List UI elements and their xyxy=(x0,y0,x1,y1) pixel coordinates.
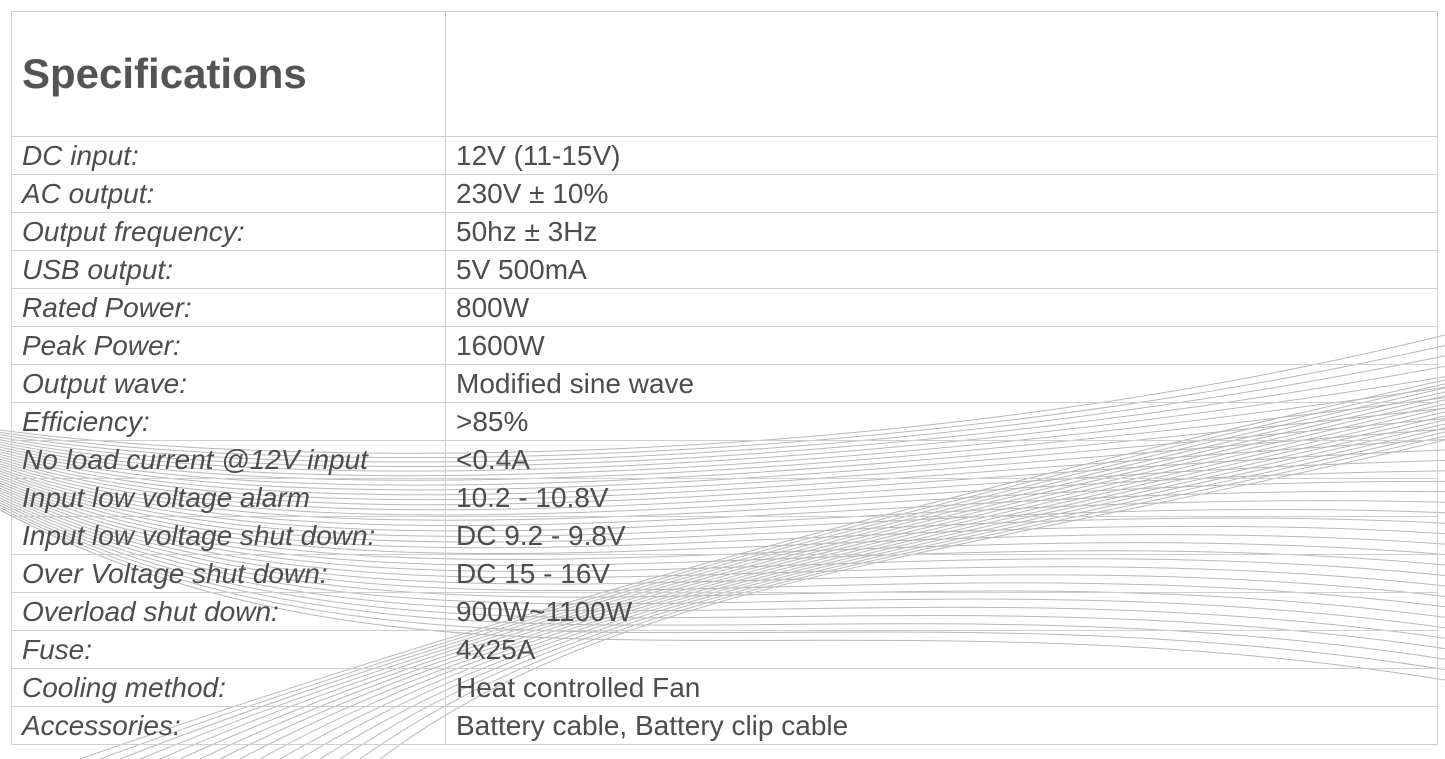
spec-label: Overload shut down: xyxy=(11,592,446,631)
spec-value: Modified sine wave xyxy=(445,364,1438,403)
spec-label: Accessories: xyxy=(11,706,446,745)
table-row: Cooling method: Heat controlled Fan xyxy=(11,668,1438,707)
spec-value: 5V 500mA xyxy=(445,250,1438,289)
spec-label: Cooling method: xyxy=(11,668,446,707)
spec-label: Input low voltage alarm xyxy=(11,478,446,517)
spec-value: 12V (11-15V) xyxy=(445,136,1438,175)
table-row: USB output: 5V 500mA xyxy=(11,250,1438,289)
spec-label: No load current @12V input xyxy=(11,440,446,479)
table-row: Efficiency: >85% xyxy=(11,402,1438,441)
page-title: Specifications xyxy=(22,50,307,97)
spec-label: Output frequency: xyxy=(11,212,446,251)
spec-label: Rated Power: xyxy=(11,288,446,327)
empty-header-cell xyxy=(445,11,1438,137)
spec-value: 800W xyxy=(445,288,1438,327)
table-row: Input low voltage alarm 10.2 - 10.8V xyxy=(11,478,1438,517)
spec-label: Peak Power: xyxy=(11,326,446,365)
spec-label: Input low voltage shut down: xyxy=(11,516,446,555)
spec-label: Over Voltage shut down: xyxy=(11,554,446,593)
table-row: Peak Power: 1600W xyxy=(11,326,1438,365)
specifications-table: Specifications DC input: 12V (11-15V) AC … xyxy=(11,11,1438,745)
table-row: Fuse: 4x25A xyxy=(11,630,1438,669)
table-row: DC input: 12V (11-15V) xyxy=(11,136,1438,175)
spec-value: Battery cable, Battery clip cable xyxy=(445,706,1438,745)
spec-label: Efficiency: xyxy=(11,402,446,441)
table-row: Over Voltage shut down: DC 15 - 16V xyxy=(11,554,1438,593)
table-row: Overload shut down: 900W~1100W xyxy=(11,592,1438,631)
spec-value: 230V ± 10% xyxy=(445,174,1438,213)
spec-value: Heat controlled Fan xyxy=(445,668,1438,707)
spec-label: DC input: xyxy=(11,136,446,175)
spec-value: DC 9.2 - 9.8V xyxy=(445,516,1438,555)
table-row: AC output: 230V ± 10% xyxy=(11,174,1438,213)
spec-value: 4x25A xyxy=(445,630,1438,669)
table-header-row: Specifications xyxy=(11,11,1438,137)
spec-value: DC 15 - 16V xyxy=(445,554,1438,593)
spec-value: 900W~1100W xyxy=(445,592,1438,631)
spec-label: USB output: xyxy=(11,250,446,289)
spec-value: 50hz ± 3Hz xyxy=(445,212,1438,251)
table-row: Output frequency: 50hz ± 3Hz xyxy=(11,212,1438,251)
spec-value: 1600W xyxy=(445,326,1438,365)
table-row: Rated Power: 800W xyxy=(11,288,1438,327)
spec-label: Output wave: xyxy=(11,364,446,403)
table-row: Input low voltage shut down: DC 9.2 - 9.8… xyxy=(11,516,1438,555)
table-row: No load current @12V input <0.4A xyxy=(11,440,1438,479)
spec-label: AC output: xyxy=(11,174,446,213)
spec-value: >85% xyxy=(445,402,1438,441)
spec-label: Fuse: xyxy=(11,630,446,669)
table-row: Output wave: Modified sine wave xyxy=(11,364,1438,403)
spec-value: <0.4A xyxy=(445,440,1438,479)
page-title-cell: Specifications xyxy=(11,11,446,137)
spec-value: 10.2 - 10.8V xyxy=(445,478,1438,517)
table-row: Accessories: Battery cable, Battery clip … xyxy=(11,706,1438,745)
